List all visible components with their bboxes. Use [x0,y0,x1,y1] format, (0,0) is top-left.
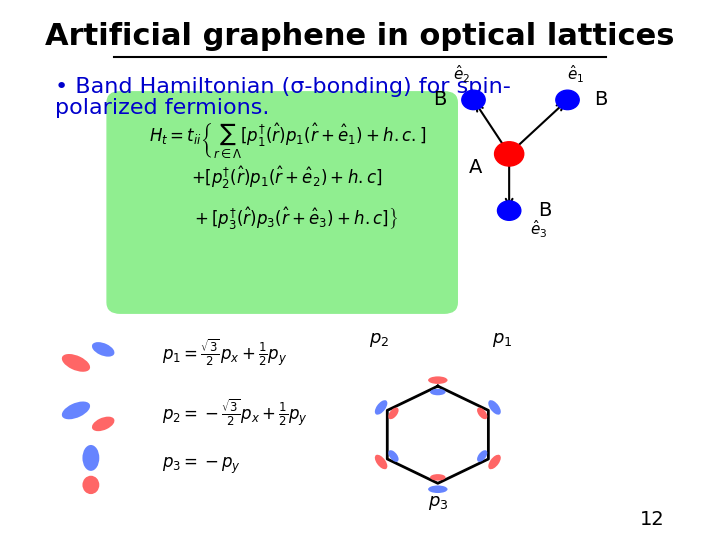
Ellipse shape [375,400,387,415]
Text: Artificial graphene in optical lattices: Artificial graphene in optical lattices [45,22,675,51]
Ellipse shape [92,417,114,431]
Text: $\hat{e}_3$: $\hat{e}_3$ [530,219,547,240]
Ellipse shape [477,408,487,419]
Ellipse shape [477,450,487,462]
Circle shape [462,90,485,110]
Ellipse shape [430,389,446,395]
Text: $p_1$: $p_1$ [492,331,513,349]
Text: $H_t = t_{ii}\left\{\sum_{r\in\Lambda}[p_1^{\dagger}(\hat{r})p_1(\hat{r}+\hat{e}: $H_t = t_{ii}\left\{\sum_{r\in\Lambda}[p… [149,122,427,160]
Text: $\hat{e}_1$: $\hat{e}_1$ [567,63,584,85]
Ellipse shape [388,408,399,419]
Ellipse shape [428,376,448,384]
Text: polarized fermions.: polarized fermions. [55,98,269,118]
Ellipse shape [92,342,114,356]
Text: $+[p_2^{\dagger}(\hat{r})p_1(\hat{r}+\hat{e}_2)+h.c]$: $+[p_2^{\dagger}(\hat{r})p_1(\hat{r}+\ha… [192,165,383,191]
Circle shape [495,142,523,166]
FancyBboxPatch shape [107,92,457,313]
Ellipse shape [428,485,448,493]
Text: $p_1 = \frac{\sqrt{3}}{2}p_x + \frac{1}{2}p_y$: $p_1 = \frac{\sqrt{3}}{2}p_x + \frac{1}{… [162,338,288,368]
Ellipse shape [388,450,399,462]
Text: • Band Hamiltonian (σ-bonding) for spin-: • Band Hamiltonian (σ-bonding) for spin- [55,77,511,97]
Ellipse shape [62,354,90,372]
Text: A: A [469,158,482,177]
Ellipse shape [488,400,501,415]
Circle shape [498,201,521,220]
Text: B: B [595,90,608,110]
Text: B: B [433,90,446,110]
Ellipse shape [488,455,501,469]
Text: $p_2$: $p_2$ [369,331,390,349]
Text: 12: 12 [640,510,665,529]
Ellipse shape [62,402,90,419]
Text: $p_3$: $p_3$ [428,494,448,512]
Ellipse shape [430,474,446,481]
Text: B: B [538,201,552,220]
Text: $\left.+[p_3^{\dagger}(\hat{r})p_3(\hat{r}+\hat{e}_3)+h.c]\right\}$: $\left.+[p_3^{\dagger}(\hat{r})p_3(\hat{… [192,205,399,232]
Text: $p_2 = -\frac{\sqrt{3}}{2}p_x + \frac{1}{2}p_y$: $p_2 = -\frac{\sqrt{3}}{2}p_x + \frac{1}… [162,397,308,428]
Text: $p_3 = -p_y$: $p_3 = -p_y$ [162,456,241,476]
Circle shape [556,90,579,110]
Text: $\hat{e}_2$: $\hat{e}_2$ [453,63,470,85]
Ellipse shape [83,476,99,494]
Ellipse shape [375,455,387,469]
Ellipse shape [83,445,99,471]
